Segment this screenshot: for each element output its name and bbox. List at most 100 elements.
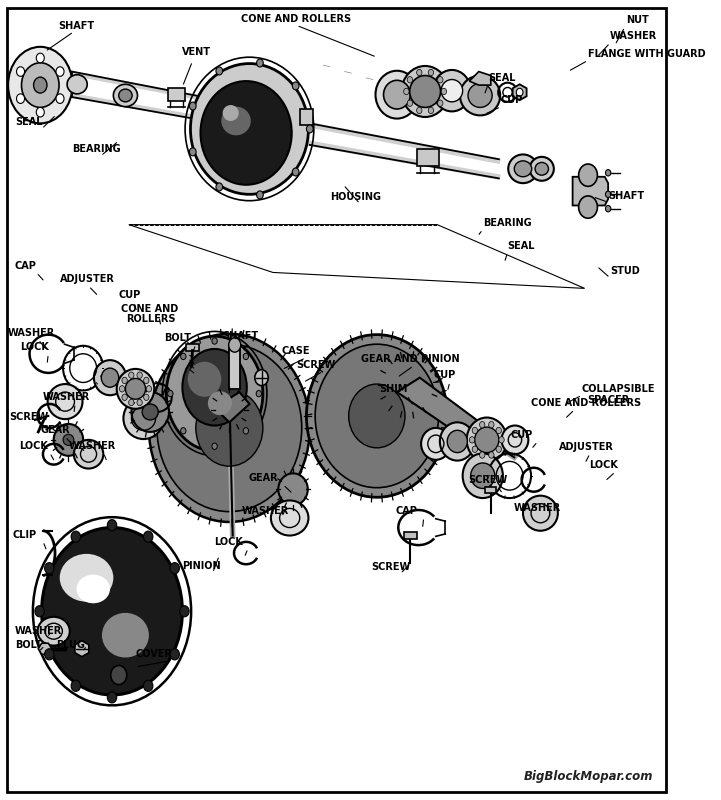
Ellipse shape [229, 338, 241, 352]
Circle shape [216, 183, 223, 191]
Ellipse shape [119, 89, 132, 102]
Bar [186, 344, 199, 350]
Circle shape [606, 206, 611, 212]
Circle shape [496, 427, 501, 434]
Bar [229, 345, 240, 389]
Circle shape [472, 427, 477, 434]
Circle shape [292, 82, 299, 90]
Circle shape [516, 88, 523, 96]
Ellipse shape [190, 63, 309, 194]
Ellipse shape [34, 77, 47, 93]
Ellipse shape [60, 554, 113, 602]
Ellipse shape [421, 428, 451, 460]
Text: SEAL: SEAL [488, 73, 516, 82]
Text: CUP: CUP [501, 95, 523, 105]
Text: SPACER: SPACER [588, 394, 629, 405]
Circle shape [407, 100, 412, 106]
Circle shape [122, 378, 128, 383]
Ellipse shape [468, 83, 492, 107]
Circle shape [35, 606, 44, 617]
Text: GEAR: GEAR [40, 425, 70, 435]
Text: WASHER: WASHER [242, 506, 288, 515]
Polygon shape [469, 71, 491, 85]
Circle shape [438, 100, 443, 106]
Ellipse shape [384, 80, 410, 109]
Circle shape [257, 59, 263, 67]
Circle shape [45, 562, 54, 574]
Circle shape [469, 437, 474, 443]
Circle shape [170, 562, 180, 574]
Circle shape [56, 94, 64, 103]
Text: CONE AND ROLLERS: CONE AND ROLLERS [531, 398, 641, 408]
Ellipse shape [37, 617, 70, 646]
Ellipse shape [514, 161, 531, 177]
Circle shape [243, 354, 249, 360]
Circle shape [212, 443, 217, 450]
Circle shape [128, 399, 134, 406]
Text: WASHER: WASHER [8, 328, 56, 338]
Ellipse shape [466, 418, 507, 462]
Ellipse shape [306, 334, 447, 498]
Circle shape [180, 606, 189, 617]
Text: WASHER: WASHER [513, 503, 561, 514]
Text: COLLAPSIBLE: COLLAPSIBLE [582, 384, 655, 394]
Circle shape [170, 649, 180, 660]
Circle shape [479, 422, 485, 428]
Text: ROLLERS: ROLLERS [126, 314, 176, 324]
Ellipse shape [460, 75, 500, 115]
Circle shape [56, 66, 64, 76]
Text: BEARING: BEARING [483, 218, 531, 228]
Circle shape [256, 390, 262, 397]
Circle shape [190, 102, 196, 110]
Ellipse shape [149, 334, 310, 522]
Circle shape [107, 692, 117, 703]
Text: CASE: CASE [282, 346, 310, 356]
Text: COVER: COVER [136, 649, 172, 659]
Circle shape [496, 446, 501, 453]
Circle shape [143, 531, 153, 542]
Circle shape [42, 527, 182, 695]
Ellipse shape [142, 404, 159, 420]
Circle shape [143, 394, 149, 401]
Polygon shape [513, 84, 526, 100]
Text: NUT: NUT [627, 15, 649, 26]
Text: BOLT: BOLT [15, 640, 42, 650]
Bar [168, 88, 185, 101]
Ellipse shape [221, 106, 251, 135]
Text: CUP: CUP [119, 290, 141, 300]
Circle shape [17, 66, 25, 76]
Ellipse shape [200, 81, 292, 185]
Ellipse shape [157, 344, 302, 512]
Circle shape [438, 77, 443, 83]
Text: WASHER: WASHER [610, 31, 658, 42]
Circle shape [417, 107, 422, 114]
Circle shape [417, 70, 422, 76]
Polygon shape [397, 378, 484, 442]
Ellipse shape [349, 384, 405, 448]
Circle shape [128, 372, 134, 378]
Ellipse shape [76, 574, 110, 603]
Circle shape [181, 354, 186, 360]
Text: ADJUSTER: ADJUSTER [559, 442, 614, 452]
Ellipse shape [530, 157, 554, 181]
Ellipse shape [187, 362, 221, 397]
Circle shape [212, 338, 217, 344]
Text: GEAR: GEAR [248, 473, 278, 483]
Ellipse shape [74, 440, 103, 469]
Ellipse shape [502, 426, 528, 454]
Circle shape [137, 399, 142, 406]
Circle shape [579, 196, 598, 218]
Circle shape [107, 519, 117, 530]
Ellipse shape [8, 47, 72, 123]
Circle shape [146, 386, 151, 392]
Circle shape [428, 107, 433, 114]
Circle shape [137, 372, 142, 378]
Ellipse shape [102, 613, 149, 658]
Text: CAP: CAP [396, 506, 417, 515]
Text: SHAFT: SHAFT [608, 190, 645, 201]
Ellipse shape [271, 501, 309, 535]
Text: LOCK: LOCK [19, 441, 48, 451]
Circle shape [181, 428, 186, 434]
Circle shape [499, 437, 504, 443]
Text: CONE AND ROLLERS: CONE AND ROLLERS [242, 14, 351, 24]
